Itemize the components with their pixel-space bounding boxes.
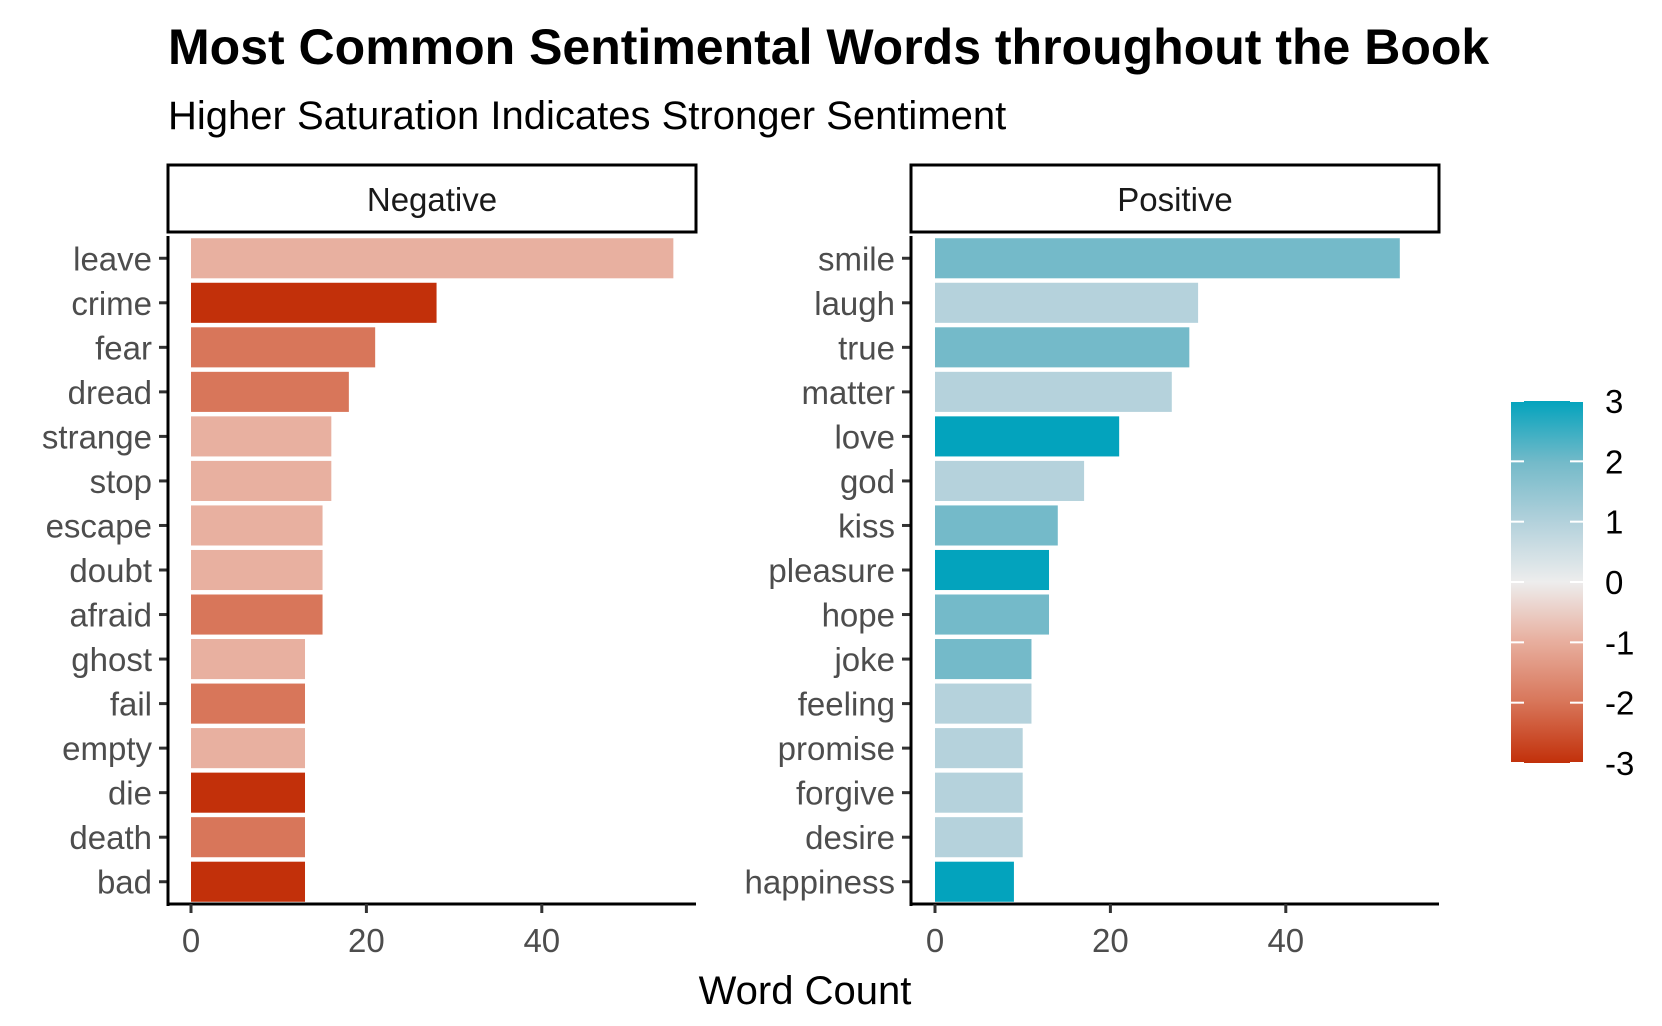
bar-dread [191, 371, 349, 412]
bar-kiss [935, 505, 1058, 546]
category-label-love: love [834, 418, 895, 455]
bar-fail [191, 683, 306, 724]
legend-label: 2 [1605, 443, 1623, 480]
bar-doubt [191, 549, 323, 591]
bar-death [191, 817, 306, 858]
category-label-doubt: doubt [69, 552, 152, 589]
bar-crime [191, 282, 437, 323]
bar-leave [191, 238, 674, 279]
category-label-happiness: happiness [745, 864, 895, 901]
category-label-death: death [69, 819, 152, 856]
facet-strip-label: Negative [367, 181, 497, 218]
category-label-pleasure: pleasure [768, 552, 895, 589]
category-label-god: god [840, 463, 895, 500]
bar-empty [191, 728, 306, 769]
category-label-desire: desire [805, 819, 895, 856]
bar-joke [935, 639, 1032, 680]
bar-ghost [191, 639, 306, 680]
category-label-feeling: feeling [798, 686, 895, 723]
category-label-die: die [108, 775, 152, 812]
bar-fear [191, 327, 376, 368]
category-label-kiss: kiss [838, 507, 895, 544]
bar-desire [935, 817, 1023, 858]
category-label-joke: joke [833, 641, 895, 678]
category-label-promise: promise [778, 730, 895, 767]
bar-pleasure [935, 549, 1050, 591]
facet-strip [166, 163, 698, 234]
category-label-laugh: laugh [814, 285, 895, 322]
bar-afraid [191, 594, 323, 635]
category-label-escape: escape [46, 507, 152, 544]
bar-stop [191, 460, 332, 501]
bar-promise [935, 728, 1023, 769]
x-axis-title: Word Count [699, 969, 912, 1013]
bar-matter [935, 371, 1172, 412]
bar-true [935, 327, 1190, 368]
category-label-fear: fear [95, 329, 152, 366]
x-tick-label: 40 [1267, 922, 1304, 959]
panel-negative: Negative leave crime fear dread strange stop es… [42, 163, 698, 959]
x-tick-label: 20 [1092, 922, 1129, 959]
facet-strip [909, 163, 1441, 234]
bar-forgive [935, 772, 1023, 813]
bar-hope [935, 594, 1050, 635]
category-label-afraid: afraid [69, 597, 152, 634]
bar-escape [191, 505, 323, 546]
x-tick-label: 0 [182, 922, 200, 959]
bar-love [935, 416, 1120, 457]
legend-label: 0 [1605, 564, 1623, 601]
category-label-true: true [838, 329, 895, 366]
bar-strange [191, 416, 332, 457]
legend-label: 1 [1605, 504, 1623, 541]
legend-label: -3 [1605, 745, 1634, 782]
x-tick-label: 40 [523, 922, 560, 959]
category-label-hope: hope [822, 597, 895, 634]
chart-subtitle: Higher Saturation Indicates Stronger Sen… [168, 94, 1006, 138]
x-tick-label: 20 [348, 922, 385, 959]
category-label-smile: smile [818, 240, 895, 277]
category-label-stop: stop [90, 463, 152, 500]
bar-feeling [935, 683, 1032, 724]
x-tick-label: 0 [926, 922, 944, 959]
category-label-crime: crime [71, 285, 152, 322]
bar-god [935, 460, 1085, 501]
bar-laugh [935, 282, 1199, 323]
chart-title: Most Common Sentimental Words throughout… [168, 19, 1489, 75]
category-label-ghost: ghost [71, 641, 152, 678]
color-legend: 3 2 1 0 -1 -2 -3 [1511, 383, 1634, 782]
bar-bad [191, 861, 306, 902]
category-label-bad: bad [97, 864, 152, 901]
bar-happiness [935, 861, 1014, 902]
category-label-strange: strange [42, 418, 152, 455]
category-label-fail: fail [110, 686, 152, 723]
bar-die [191, 772, 306, 813]
facet-panels: Negative leave crime fear dread strange stop es… [42, 163, 1441, 959]
legend-label: -1 [1605, 624, 1634, 661]
bar-smile [935, 238, 1400, 279]
category-label-empty: empty [62, 730, 152, 767]
category-label-matter: matter [801, 374, 895, 411]
legend-label: 3 [1605, 383, 1623, 420]
category-label-forgive: forgive [796, 775, 895, 812]
legend-label: -2 [1605, 685, 1634, 722]
category-label-leave: leave [73, 240, 152, 277]
panel-positive: Positive smile laugh true matter love god kiss p… [745, 163, 1441, 959]
category-label-dread: dread [68, 374, 152, 411]
facet-strip-label: Positive [1117, 181, 1233, 218]
